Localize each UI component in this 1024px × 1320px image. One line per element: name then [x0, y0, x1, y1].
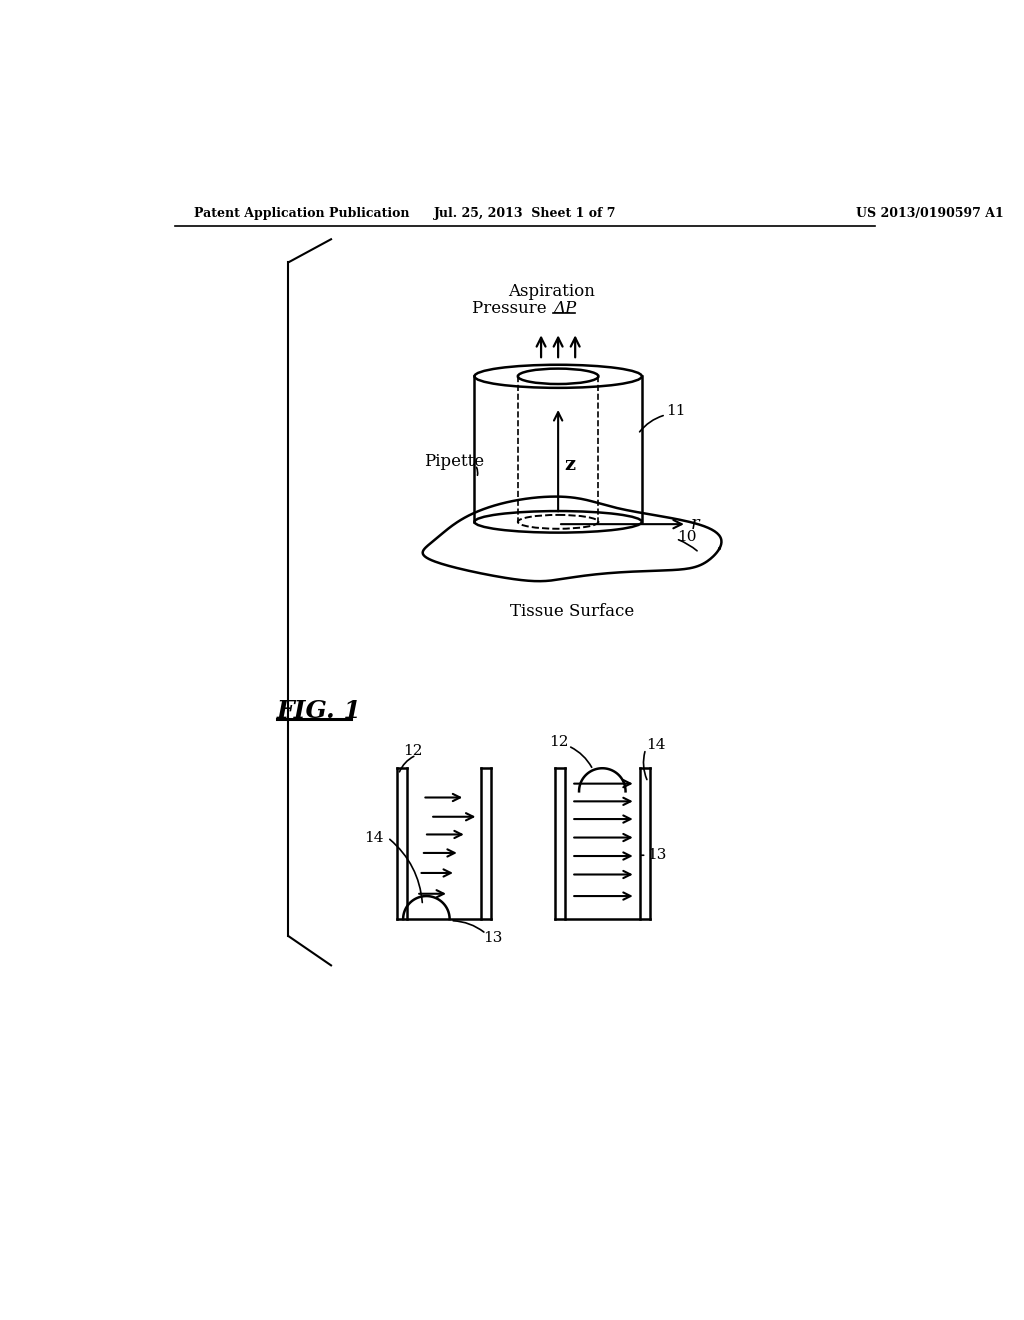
Text: r: r	[690, 515, 699, 533]
Text: 14: 14	[646, 738, 666, 752]
Text: z: z	[564, 455, 575, 474]
Text: US 2013/0190597 A1: US 2013/0190597 A1	[856, 207, 1005, 220]
Text: ΔP: ΔP	[554, 300, 577, 317]
Text: Tissue Surface: Tissue Surface	[510, 603, 634, 619]
Text: Jul. 25, 2013  Sheet 1 of 7: Jul. 25, 2013 Sheet 1 of 7	[433, 207, 616, 220]
Text: Pressure: Pressure	[472, 300, 552, 317]
Text: Pipette: Pipette	[424, 453, 484, 470]
Text: 13: 13	[483, 931, 503, 945]
Text: 12: 12	[549, 735, 568, 748]
Text: FIG. 1: FIG. 1	[276, 700, 361, 723]
Text: 13: 13	[647, 849, 667, 862]
Text: Patent Application Publication: Patent Application Publication	[194, 207, 410, 220]
Text: 11: 11	[667, 404, 686, 418]
Text: 14: 14	[365, 830, 384, 845]
Text: 12: 12	[403, 744, 423, 758]
Text: 10: 10	[677, 531, 696, 544]
Text: Aspiration: Aspiration	[509, 282, 595, 300]
